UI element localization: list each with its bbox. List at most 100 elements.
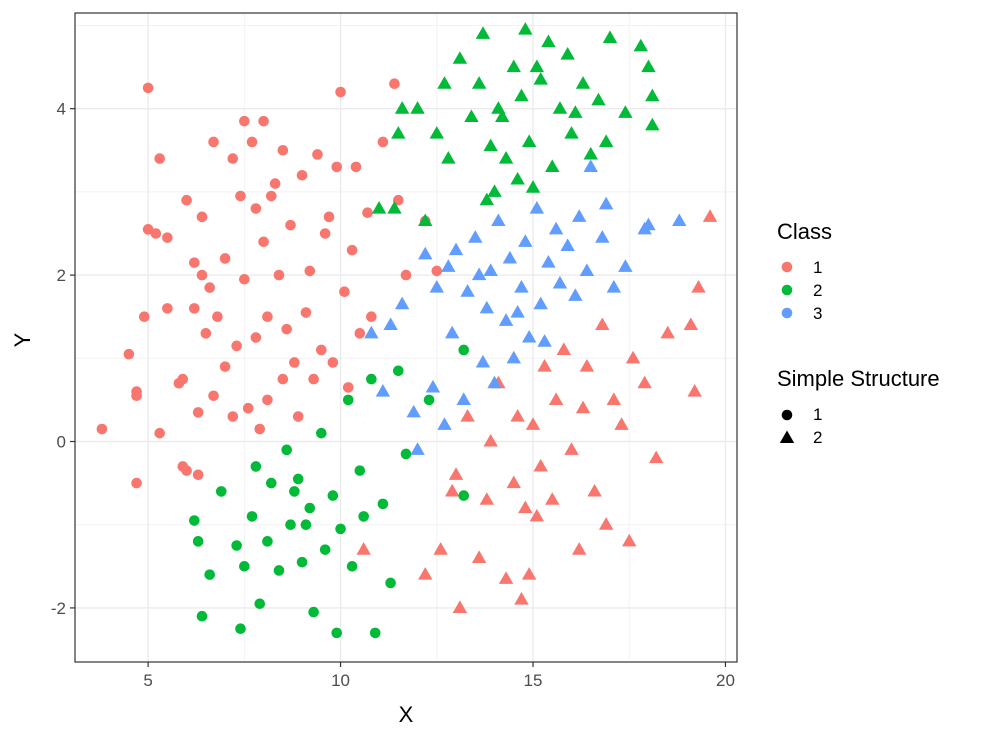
data-point-class-1-triangle [444, 483, 460, 497]
data-point-class-1-circle [393, 194, 404, 206]
data-point-class-2-circle [316, 427, 327, 439]
x-tick-label: 10 [331, 671, 350, 690]
data-point-class-1-circle [177, 373, 189, 385]
legend-key-color [781, 261, 793, 273]
data-point-class-2-triangle [506, 59, 521, 73]
data-point-class-2-circle [196, 610, 208, 622]
data-point-class-1-circle [362, 207, 373, 218]
data-point-class-1-triangle [506, 475, 521, 489]
data-point-class-2-triangle [514, 88, 529, 102]
data-points [96, 22, 718, 639]
data-point-class-2-circle [342, 394, 354, 406]
data-point-class-1-circle [239, 273, 250, 285]
data-point-class-1-circle [304, 265, 316, 277]
data-point-class-2-circle [231, 540, 242, 551]
data-point-class-1-triangle [356, 542, 371, 555]
data-point-class-1-triangle [595, 317, 610, 331]
data-point-class-1-triangle [521, 567, 537, 580]
data-point-class-3-triangle [502, 250, 518, 264]
y-tick-label: 4 [57, 100, 66, 119]
data-point-class-3-triangle [529, 200, 545, 214]
data-point-class-3-triangle [552, 275, 568, 289]
data-point-class-2-triangle [633, 38, 648, 52]
data-point-class-3-triangle [506, 350, 521, 364]
data-point-class-1-circle [377, 136, 389, 148]
data-point-class-2-triangle [598, 134, 614, 148]
data-point-class-3-triangle [514, 280, 529, 293]
data-point-class-3-triangle [460, 284, 475, 297]
data-point-class-1-circle [123, 348, 135, 360]
data-point-class-2-triangle [495, 109, 510, 123]
data-point-class-1-circle [258, 115, 269, 127]
data-point-class-2-circle [192, 536, 204, 547]
data-point-class-1-circle [400, 269, 412, 281]
data-point-class-3-triangle [406, 404, 421, 418]
data-point-class-2-circle [289, 486, 300, 497]
data-point-class-2-circle [331, 627, 343, 639]
data-point-class-3-triangle [410, 442, 425, 455]
data-point-class-2-triangle [371, 200, 387, 214]
data-point-class-3-triangle [537, 334, 552, 347]
data-point-class-2-triangle [471, 76, 487, 89]
data-point-class-1-triangle [537, 359, 552, 372]
data-point-class-2-triangle [545, 159, 560, 172]
data-point-class-1-circle [192, 469, 204, 481]
data-point-class-2-triangle [479, 192, 495, 206]
data-point-class-1-triangle [702, 209, 718, 222]
data-point-class-1-circle [189, 303, 200, 314]
data-point-class-3-triangle [487, 375, 502, 389]
data-point-class-1-circle [350, 161, 362, 173]
data-point-class-2-circle [327, 490, 339, 501]
data-point-class-3-triangle [595, 230, 610, 243]
data-point-class-2-triangle [641, 59, 656, 73]
data-point-class-2-circle [250, 461, 262, 472]
data-point-class-2-triangle [475, 26, 491, 39]
data-point-class-3-triangle [483, 263, 498, 276]
x-axis-title: X [399, 702, 414, 727]
data-point-class-1-circle [219, 253, 231, 264]
data-point-class-1-circle [312, 149, 323, 160]
data-point-class-1-triangle [514, 592, 529, 605]
data-point-class-1-triangle [687, 384, 702, 397]
y-tick-label: -2 [51, 599, 66, 618]
data-point-class-1-triangle [571, 542, 587, 555]
data-point-class-3-triangle [456, 392, 471, 405]
data-point-class-1-triangle [529, 508, 545, 522]
data-point-class-3-triangle [394, 296, 410, 310]
legend-key-triangle [779, 430, 795, 444]
y-tick-label: 0 [57, 433, 66, 452]
data-point-class-1-triangle [622, 533, 637, 547]
data-point-class-1-circle [154, 427, 165, 439]
data-point-class-2-triangle [591, 92, 606, 106]
data-point-class-3-triangle [375, 384, 391, 397]
data-point-class-2-circle [296, 556, 308, 568]
data-point-class-2-circle [285, 519, 296, 531]
data-point-class-2-triangle [533, 72, 548, 85]
data-point-class-3-triangle [425, 379, 441, 393]
data-point-class-2-circle [346, 561, 358, 572]
data-point-class-1-circle [208, 136, 219, 148]
x-tick-label: 20 [716, 671, 735, 690]
data-point-class-3-triangle [672, 213, 687, 227]
data-point-class-2-triangle [525, 180, 541, 193]
data-point-class-1-circle [258, 236, 269, 248]
data-point-class-3-triangle [641, 217, 656, 231]
data-point-class-1-circle [196, 269, 208, 281]
data-point-class-2-circle [335, 523, 346, 535]
data-point-class-2-triangle [483, 138, 498, 152]
legend-label: 1 [813, 258, 822, 277]
data-point-class-2-circle [358, 511, 369, 522]
legend-title: Class [777, 219, 832, 244]
data-point-class-3-triangle [444, 325, 460, 339]
data-point-class-1-circle [189, 257, 200, 268]
data-point-class-1-circle [162, 303, 173, 314]
data-point-class-1-circle [289, 357, 300, 368]
data-point-class-3-triangle [598, 196, 614, 210]
data-point-class-3-triangle [479, 300, 495, 314]
data-point-class-1-triangle [660, 325, 675, 339]
data-point-class-2-triangle [552, 101, 568, 114]
plot-panel [74, 12, 738, 663]
data-point-class-1-triangle [460, 408, 475, 422]
data-point-class-1-circle [96, 423, 108, 435]
